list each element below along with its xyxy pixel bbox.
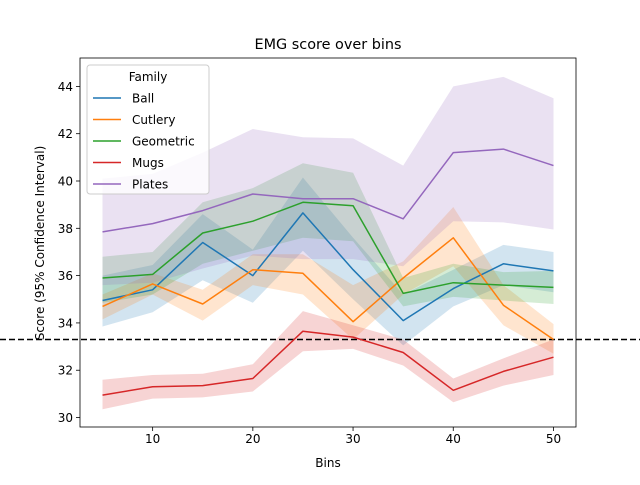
ci-band-mugs xyxy=(102,311,554,410)
legend-label: Ball xyxy=(132,92,154,106)
legend-label: Geometric xyxy=(132,135,195,149)
axes xyxy=(79,57,577,428)
series-line-plates xyxy=(102,148,554,233)
legend: Family Ball Cutlery Geometric Mugs Plates xyxy=(86,64,210,195)
y-tick-label: 44 xyxy=(58,80,73,94)
legend-label: Plates xyxy=(132,178,168,192)
confidence-bands xyxy=(102,76,554,410)
ci-band-geometric xyxy=(102,163,554,307)
legend-label: Cutlery xyxy=(132,113,175,127)
x-tick-label: 30 xyxy=(345,432,360,446)
y-tick-label: 36 xyxy=(58,269,73,283)
legend-label: Mugs xyxy=(132,156,164,170)
series-line-ball xyxy=(102,212,554,322)
plot-frame xyxy=(79,57,577,428)
x-tick-label: 10 xyxy=(145,432,160,446)
y-axis-label: Score (95% Confidence Interval) xyxy=(33,146,47,341)
legend-frame xyxy=(86,64,210,195)
x-tick-label: 20 xyxy=(245,432,260,446)
ci-band-plates xyxy=(102,76,554,286)
y-tick-label: 32 xyxy=(58,364,73,378)
series-lines xyxy=(102,148,554,396)
x-tick-label: 50 xyxy=(546,432,561,446)
y-tick-label: 30 xyxy=(58,411,73,425)
x-axis-label: Bins xyxy=(315,456,340,470)
series-line-mugs xyxy=(102,330,554,396)
y-tick-label: 40 xyxy=(58,175,73,189)
y-tick-label: 34 xyxy=(58,316,73,330)
chart-title: EMG score over bins xyxy=(255,37,402,53)
legend-title: Family xyxy=(129,70,168,84)
series-line-geometric xyxy=(102,201,554,295)
ci-band-ball xyxy=(102,177,554,346)
y-axis-ticks: 30 32 34 36 38 40 42 44 xyxy=(58,80,80,425)
y-tick-label: 42 xyxy=(58,127,73,141)
series-line-cutlery xyxy=(102,237,554,341)
ci-band-cutlery xyxy=(102,207,554,354)
legend-items: Ball Cutlery Geometric Mugs Plates xyxy=(93,92,195,192)
x-axis-ticks: 10 20 30 40 50 xyxy=(145,427,561,446)
x-tick-label: 40 xyxy=(446,432,461,446)
y-tick-label: 38 xyxy=(58,222,73,236)
